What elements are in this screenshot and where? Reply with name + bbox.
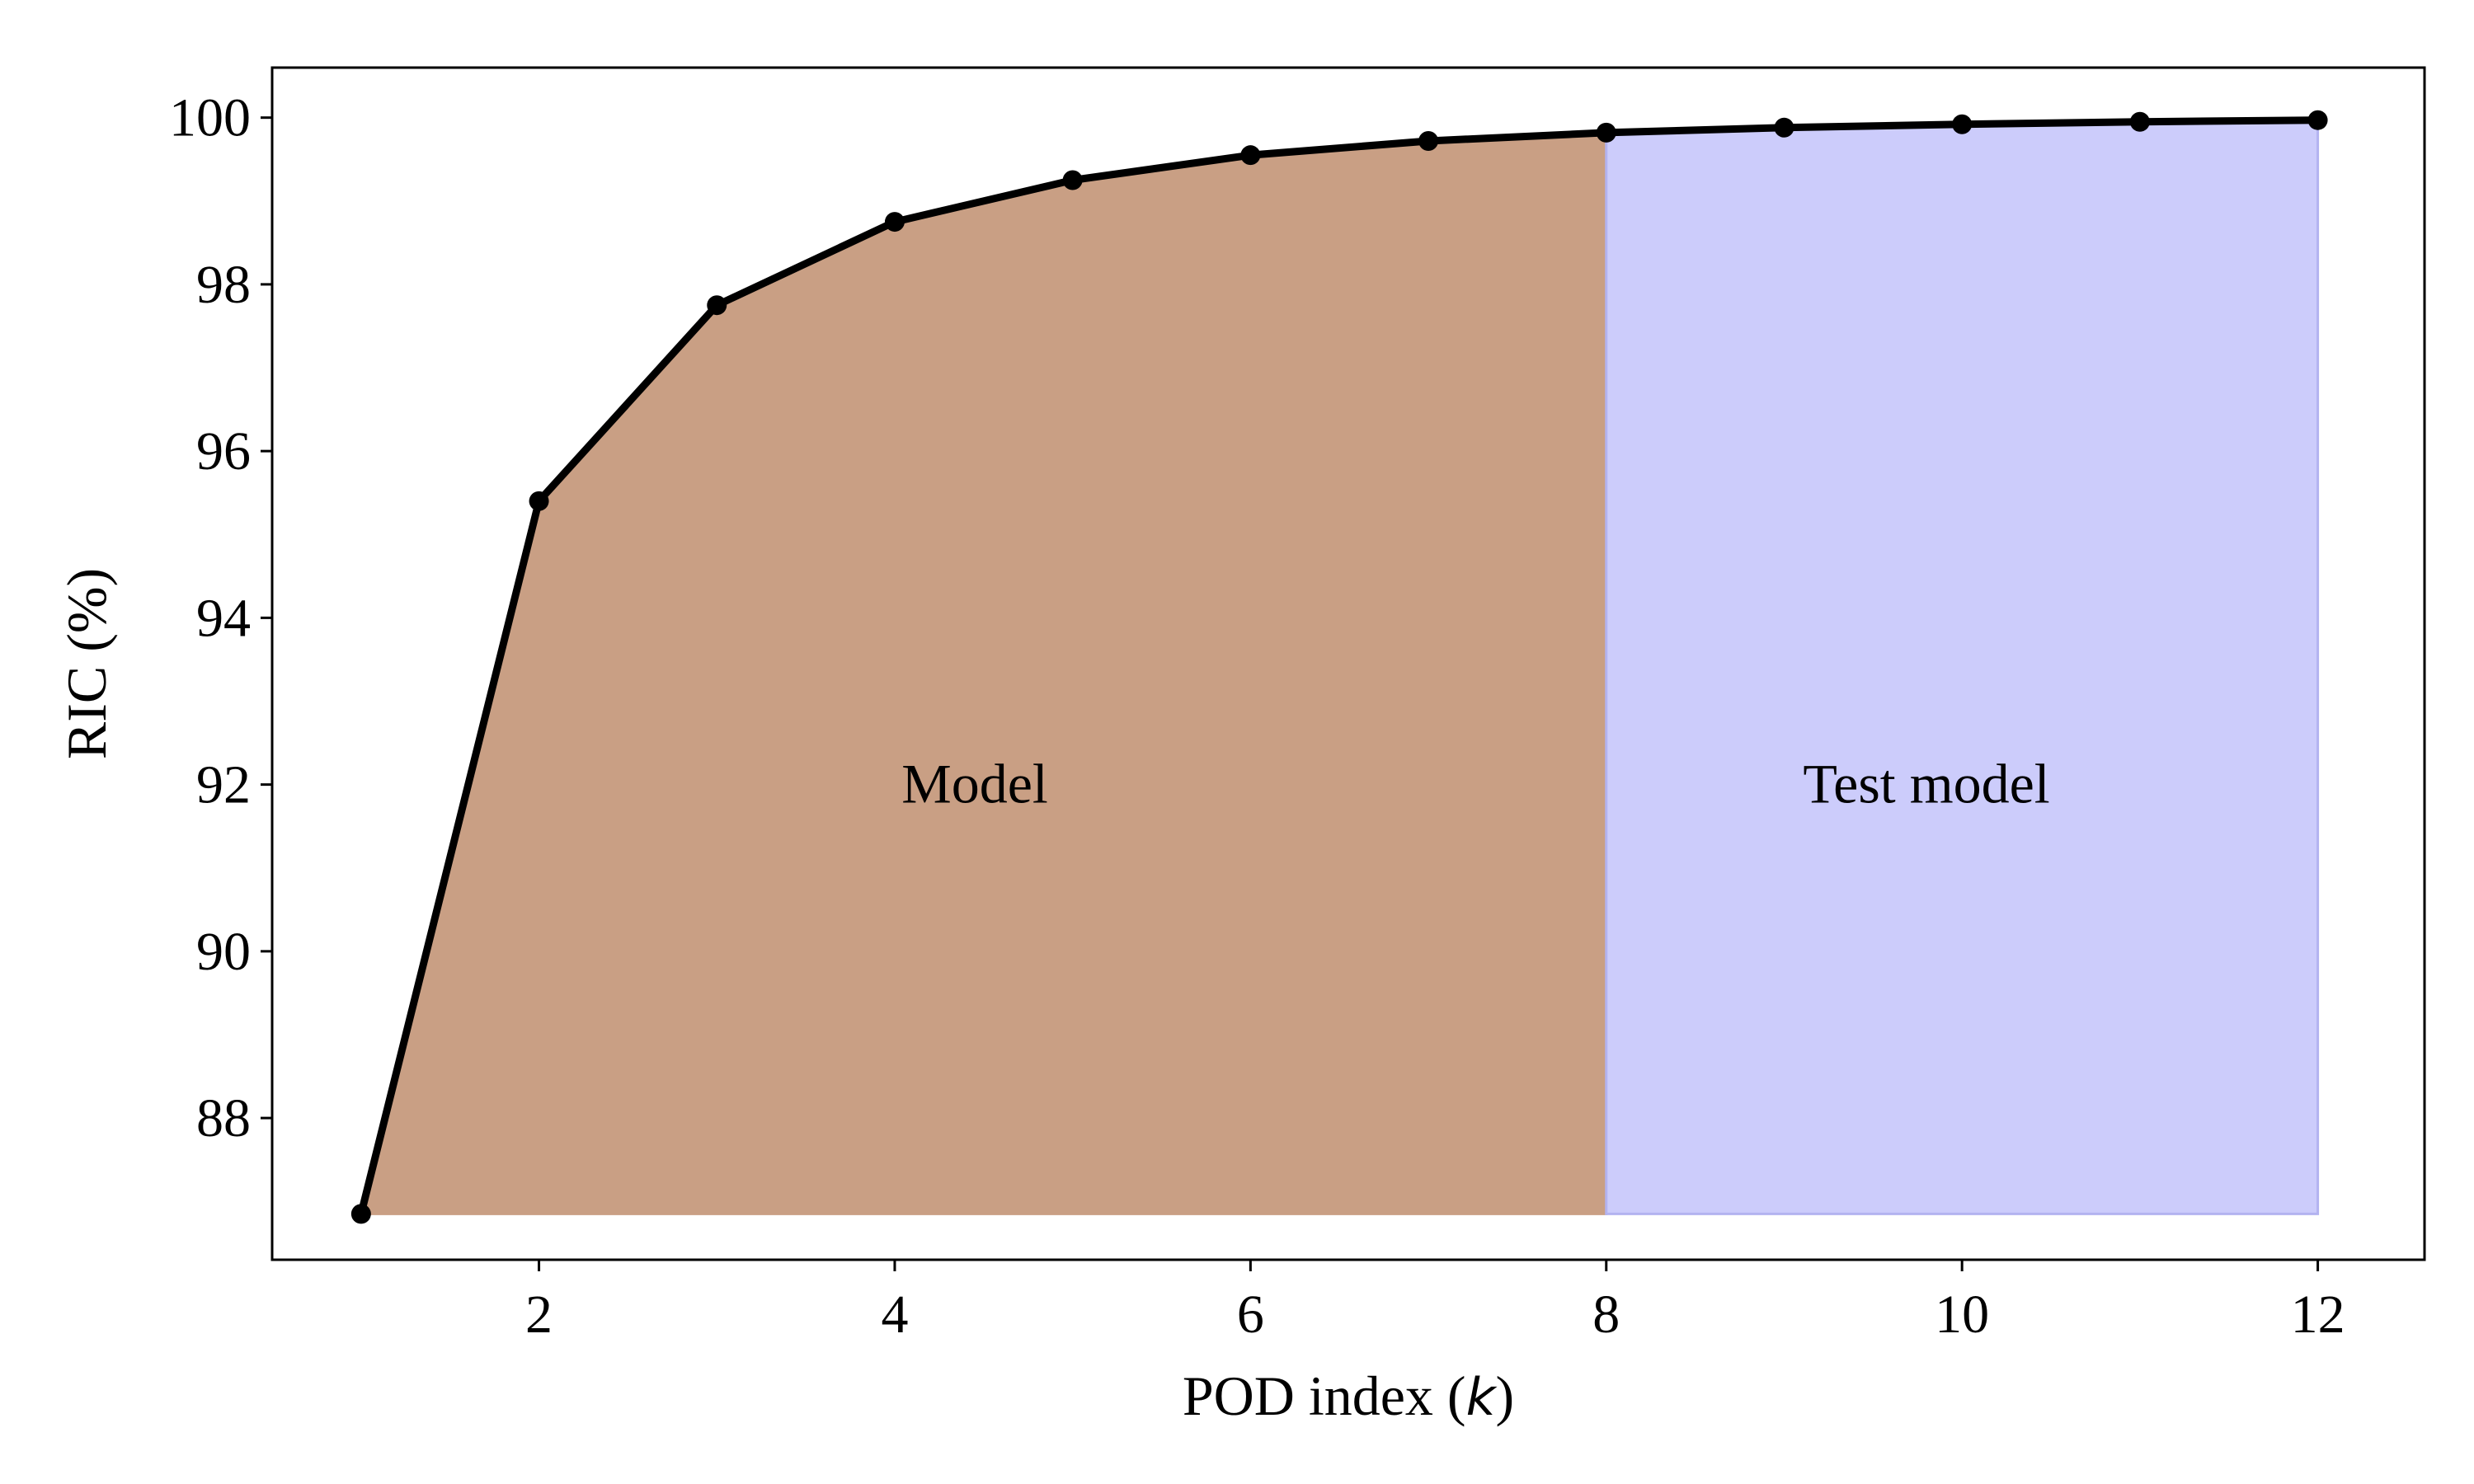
region-label-0: Model xyxy=(901,753,1048,815)
fill-regions xyxy=(359,119,2320,1215)
x-axis-title-variable: k xyxy=(1466,1367,1498,1427)
y-tick-label-88: 88 xyxy=(196,1088,251,1148)
x-axis-ticks: 2 4 6 8 10 12 xyxy=(525,1260,2345,1345)
data-point-9 xyxy=(1774,117,1794,138)
data-point-2 xyxy=(529,491,549,511)
y-axis-ticks: 88 90 92 94 96 98 100 xyxy=(169,88,272,1148)
x-tick-label-8: 8 xyxy=(1592,1284,1620,1345)
series-line xyxy=(357,116,2322,1218)
region-fill-0 xyxy=(359,131,1608,1215)
x-tick-label-4: 4 xyxy=(881,1284,908,1345)
data-point-12 xyxy=(2307,110,2328,130)
y-tick-label-92: 92 xyxy=(196,755,251,815)
x-axis-title-prefix: POD index ( xyxy=(1183,1364,1466,1427)
y-axis-title: RIC (%) xyxy=(55,568,118,759)
region-fill-1 xyxy=(1605,119,2320,1215)
y-tick-label-90: 90 xyxy=(196,922,251,982)
y-tick-label-100: 100 xyxy=(169,88,251,148)
y-tick-label-94: 94 xyxy=(196,588,251,648)
x-axis-title-suffix: ) xyxy=(1496,1364,1515,1427)
x-tick-label-12: 12 xyxy=(2291,1284,2345,1345)
data-point-6 xyxy=(1240,145,1261,166)
data-point-11 xyxy=(2129,111,2150,132)
data-point-8 xyxy=(1596,122,1616,143)
series-path xyxy=(357,116,2322,1218)
data-points xyxy=(350,110,2328,1224)
x-axis-title: POD index (k) xyxy=(1183,1364,1514,1427)
x-tick-label-10: 10 xyxy=(1935,1284,1989,1345)
data-point-3 xyxy=(707,295,727,316)
region-labels: Model Test model xyxy=(901,753,2049,815)
data-point-1 xyxy=(350,1204,371,1224)
x-tick-label-2: 2 xyxy=(525,1284,553,1345)
plot-frame xyxy=(270,66,2426,1261)
data-point-7 xyxy=(1418,130,1439,151)
x-tick-label-6: 6 xyxy=(1237,1284,1264,1345)
y-tick-label-98: 98 xyxy=(196,255,251,315)
data-point-10 xyxy=(1952,114,1973,134)
y-tick-label-96: 96 xyxy=(196,421,251,481)
data-point-5 xyxy=(1062,170,1083,190)
region-label-1: Test model xyxy=(1803,753,2049,815)
data-point-4 xyxy=(884,212,905,232)
